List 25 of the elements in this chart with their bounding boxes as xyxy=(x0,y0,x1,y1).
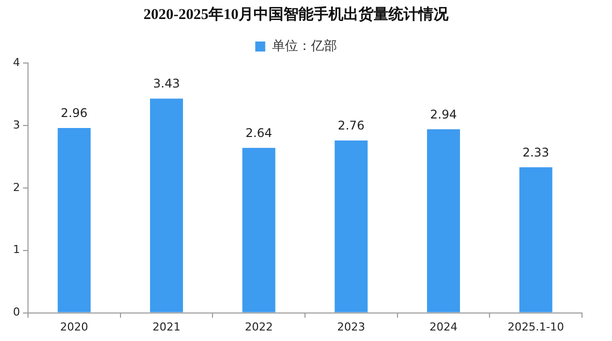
x-tick-label: 2020 xyxy=(60,320,88,334)
data-label: 2.76 xyxy=(338,118,365,133)
y-tick-label: 3 xyxy=(13,118,20,132)
y-tick-label: 4 xyxy=(13,56,20,69)
data-label: 2.94 xyxy=(430,107,457,122)
y-tick-label: 2 xyxy=(13,180,20,194)
data-label: 3.43 xyxy=(153,76,180,91)
bar xyxy=(519,167,552,312)
chart-title: 2020-2025年10月中国智能手机出货量统计情况 xyxy=(144,6,450,23)
bar xyxy=(242,148,276,312)
x-tick-label: 2023 xyxy=(337,320,366,334)
x-tick-label: 2024 xyxy=(430,320,458,334)
bar xyxy=(150,98,183,312)
y-tick-label: 1 xyxy=(13,243,20,256)
bar xyxy=(58,128,91,312)
x-tick-label: 2025.1-10 xyxy=(508,320,564,334)
y-tick-label: 0 xyxy=(13,306,20,319)
x-tick-label: 2022 xyxy=(244,320,273,334)
data-label: 2.33 xyxy=(522,145,550,160)
legend-label: 单位：亿部 xyxy=(272,38,337,54)
data-label: 2.64 xyxy=(245,126,272,140)
bar xyxy=(427,129,460,312)
x-tick-label: 2021 xyxy=(152,320,180,334)
bar xyxy=(334,140,368,312)
data-label: 2.96 xyxy=(60,106,88,120)
